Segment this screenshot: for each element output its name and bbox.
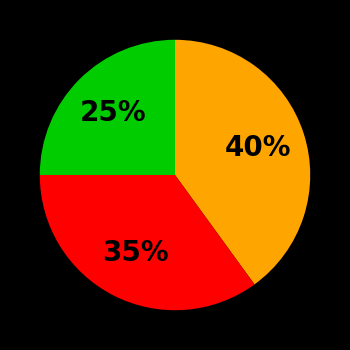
Text: 25%: 25%	[80, 99, 146, 127]
Wedge shape	[40, 40, 175, 175]
Wedge shape	[40, 175, 254, 310]
Text: 35%: 35%	[102, 239, 169, 267]
Wedge shape	[175, 40, 310, 285]
Text: 40%: 40%	[225, 134, 292, 162]
